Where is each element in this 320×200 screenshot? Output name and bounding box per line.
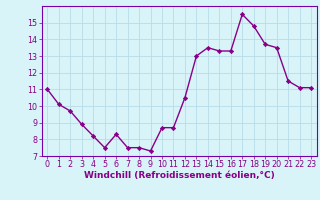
X-axis label: Windchill (Refroidissement éolien,°C): Windchill (Refroidissement éolien,°C) bbox=[84, 171, 275, 180]
